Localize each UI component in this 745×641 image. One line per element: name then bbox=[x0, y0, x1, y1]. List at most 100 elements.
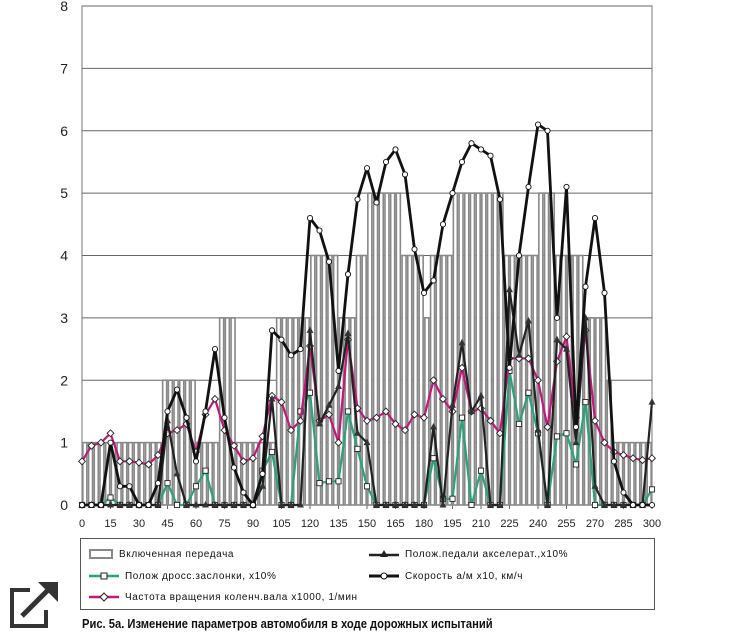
share-icon[interactable] bbox=[8, 576, 64, 632]
speed-point bbox=[430, 277, 437, 284]
pedal-point bbox=[572, 438, 580, 446]
pedal-point bbox=[449, 401, 456, 408]
gear-bar bbox=[367, 192, 373, 506]
gear-bar bbox=[378, 192, 385, 506]
pedal-point bbox=[648, 398, 656, 405]
legend-label-gear: Включенная передача bbox=[119, 548, 235, 560]
pedal-point bbox=[202, 501, 209, 508]
y-tick-label: 3 bbox=[60, 310, 68, 326]
x-tick-label: 270 bbox=[586, 518, 604, 530]
throttle-point bbox=[316, 480, 323, 487]
y-tick-label: 8 bbox=[60, 0, 68, 14]
gear-bar bbox=[355, 254, 362, 506]
x-tick-label: 285 bbox=[614, 518, 632, 530]
speed-point bbox=[249, 501, 257, 509]
pedal-point bbox=[325, 401, 333, 408]
gear-bar bbox=[526, 254, 533, 506]
rpm-point bbox=[248, 454, 258, 463]
speed-point bbox=[572, 423, 580, 431]
speed-point bbox=[202, 408, 209, 415]
gear-bar bbox=[629, 441, 635, 506]
pedal-point bbox=[278, 501, 285, 508]
rpm-point bbox=[638, 456, 647, 465]
speed-point bbox=[154, 480, 162, 487]
throttle-point bbox=[477, 467, 485, 474]
gear-bar bbox=[230, 317, 236, 506]
gear-bar bbox=[287, 317, 293, 506]
speed-point bbox=[515, 252, 523, 259]
throttle-point bbox=[335, 478, 342, 485]
pedal-point bbox=[154, 501, 162, 508]
y-tick-label: 6 bbox=[60, 123, 68, 139]
gear-bar bbox=[93, 441, 100, 506]
speed-point bbox=[591, 215, 599, 222]
rpm-point bbox=[628, 454, 638, 463]
x-tick-label: 120 bbox=[301, 518, 319, 530]
pedal-point bbox=[553, 335, 561, 343]
speed-point bbox=[259, 470, 266, 477]
throttle-point bbox=[572, 461, 580, 468]
gear-bar bbox=[247, 441, 253, 506]
speed-point bbox=[506, 364, 513, 371]
rpm-point bbox=[419, 413, 429, 422]
rpm-point bbox=[400, 426, 410, 435]
legend-label-throttle: Полож дросс.заслонки, х10% bbox=[125, 570, 277, 582]
speed-point bbox=[401, 171, 409, 178]
rpm-point bbox=[647, 454, 657, 463]
series-pedal bbox=[78, 285, 656, 508]
throttle-point bbox=[164, 480, 171, 487]
gear-bar bbox=[634, 441, 641, 506]
pedal-point bbox=[373, 501, 380, 508]
speed-point bbox=[620, 489, 627, 496]
gear-bar bbox=[475, 192, 481, 506]
speed-point bbox=[582, 283, 589, 290]
gear-bar bbox=[372, 192, 379, 506]
pedal-point bbox=[382, 501, 390, 508]
y-tick-label: 5 bbox=[60, 185, 68, 201]
legend-item-pedal: Полож.педали акселерат.,х10% bbox=[369, 545, 568, 563]
rpm-point bbox=[153, 451, 163, 460]
legend-swatch-pedal bbox=[369, 550, 399, 557]
gear-bar bbox=[406, 254, 413, 506]
gear-bar bbox=[469, 192, 476, 506]
gear-bar bbox=[595, 317, 601, 506]
pedal-point bbox=[183, 501, 190, 508]
pedal-point bbox=[525, 316, 532, 324]
rpm-point bbox=[543, 422, 552, 432]
pedal-point bbox=[591, 482, 599, 489]
y-tick-label: 7 bbox=[60, 60, 68, 76]
gear-bar bbox=[492, 192, 499, 506]
speed-point bbox=[306, 215, 314, 222]
x-tick-label: 0 bbox=[79, 518, 85, 530]
gear-bar bbox=[486, 192, 493, 506]
throttle-point bbox=[430, 455, 437, 462]
gear-bar bbox=[389, 192, 396, 506]
speed-point bbox=[420, 289, 428, 296]
speed-point bbox=[382, 158, 390, 165]
rpm-point bbox=[391, 419, 400, 428]
rpm-point bbox=[590, 416, 600, 425]
pedal-point bbox=[316, 419, 323, 427]
gear-bar bbox=[173, 379, 179, 506]
gear-bar bbox=[395, 192, 402, 506]
legend: Включенная передача Полож.педали акселер… bbox=[80, 538, 655, 610]
gear-bar bbox=[538, 192, 544, 506]
speed-point bbox=[487, 152, 494, 159]
pedal-point bbox=[354, 429, 361, 436]
gear-bar bbox=[463, 192, 470, 506]
speed-point bbox=[230, 464, 238, 471]
pedal-point bbox=[420, 501, 428, 508]
speed-point bbox=[135, 501, 143, 509]
speed-point bbox=[107, 439, 114, 446]
rpm-point bbox=[277, 398, 286, 407]
pedal-point bbox=[335, 382, 342, 389]
pedal-point bbox=[287, 501, 295, 508]
x-tick-label: 240 bbox=[529, 518, 547, 530]
rpm-point bbox=[106, 429, 115, 438]
speed-point bbox=[297, 346, 304, 353]
series-speed bbox=[78, 121, 656, 509]
rpm-point bbox=[210, 394, 220, 403]
rpm-point bbox=[486, 416, 495, 425]
throttle-point bbox=[192, 483, 200, 490]
speed-point bbox=[97, 501, 105, 509]
